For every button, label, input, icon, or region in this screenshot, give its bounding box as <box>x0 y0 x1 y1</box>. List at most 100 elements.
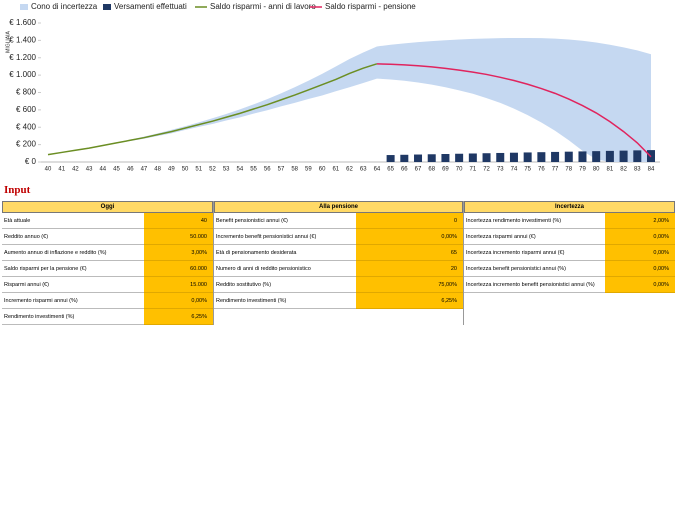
x-tick-label: 41 <box>58 167 65 173</box>
table-row: Incertezza rendimento investimenti (%) 2,… <box>464 213 675 229</box>
legend-label: Versamenti effettuati <box>114 2 187 11</box>
bar <box>414 154 423 162</box>
x-tick-label: 46 <box>127 167 134 173</box>
table-row: Età di pensionamento desiderata 65 <box>214 245 463 261</box>
row-value: 0,00% <box>605 261 675 277</box>
section-header: Oggi <box>2 201 213 213</box>
x-tick-label: 48 <box>154 167 161 173</box>
y-tick-label: € 400 <box>16 122 37 131</box>
x-tick-label: 47 <box>141 167 148 173</box>
x-tick-label: 42 <box>72 167 79 173</box>
bar <box>400 154 409 162</box>
x-tick-label: 66 <box>401 167 408 173</box>
y-tick-label: € 800 <box>16 88 37 97</box>
bar <box>633 150 642 162</box>
row-label: Risparmi annui (€) <box>2 277 144 293</box>
x-tick-label: 59 <box>305 167 312 173</box>
uncertainty-band <box>48 37 651 162</box>
x-tick-label: 80 <box>593 167 600 173</box>
section: Incertezza Incertezza rendimento investim… <box>464 201 675 325</box>
x-tick-label: 73 <box>497 167 504 173</box>
y-tick-label: € 1.400 <box>9 35 36 44</box>
section-header: Alla pensione <box>214 201 463 213</box>
row-label: Reddito annuo (€) <box>2 229 144 245</box>
bar <box>427 154 436 162</box>
row-label: Saldo risparmi per la pensione (€) <box>2 261 144 277</box>
x-tick-label: 52 <box>209 167 216 173</box>
row-value: 60.000 <box>144 261 213 277</box>
table-row: Saldo risparmi per la pensione (€) 60.000 <box>2 261 213 277</box>
x-tick-label: 75 <box>524 167 531 173</box>
y-tick-label: € 0 <box>25 157 37 166</box>
y-axis-label: MIGLIAIA <box>5 31 11 53</box>
row-label: Incertezza incremento risparmi annui (€) <box>464 245 605 261</box>
row-label: Aumento annuo di inflazione e reddito (%… <box>2 245 144 261</box>
x-tick-label: 62 <box>346 167 353 173</box>
x-tick-label: 68 <box>428 167 435 173</box>
line <box>47 63 378 156</box>
row-value: 65 <box>356 245 463 261</box>
row-value: 6,25% <box>144 309 213 325</box>
x-tick-label: 40 <box>45 167 52 173</box>
row-value: 15.000 <box>144 277 213 293</box>
input-tables: Oggi Età attuale 40 Reddito annuo (€) 50.000… <box>2 201 675 325</box>
bar <box>578 151 587 162</box>
row-label: Incertezza incremento benefit pensionist… <box>464 277 605 293</box>
x-tick-label: 84 <box>648 167 655 173</box>
x-tick-label: 79 <box>579 167 586 173</box>
x-tick-label: 81 <box>607 167 614 173</box>
row-label: Età di pensionamento desiderata <box>214 245 356 261</box>
row-value: 40 <box>144 213 213 229</box>
y-tick-label: € 200 <box>16 140 37 149</box>
row-value: 20 <box>356 261 463 277</box>
bar <box>537 152 546 162</box>
table-row: Benefit pensionistici annui (€) 0 <box>214 213 463 229</box>
table-row: Rendimento investimenti (%) 6,25% <box>2 309 213 325</box>
x-tick-label: 53 <box>223 167 230 173</box>
bar <box>619 150 628 162</box>
table-row: Incertezza incremento risparmi annui (€)… <box>464 245 675 261</box>
x-tick-label: 58 <box>291 167 298 173</box>
table-row: Numero di anni di reddito pensionistico 2… <box>214 261 463 277</box>
table-row: Incertezza benefit pensionistici annui (… <box>464 261 675 277</box>
row-label: Incertezza risparmi annui (€) <box>464 229 605 245</box>
x-tick-label: 71 <box>469 167 476 173</box>
y-tick-label: € 1.200 <box>9 53 36 62</box>
y-tick-label: € 1.000 <box>9 70 36 79</box>
x-tick-label: 65 <box>387 167 394 173</box>
x-tick-label: 45 <box>113 167 120 173</box>
bar <box>551 151 560 162</box>
x-tick-label: 43 <box>86 167 93 173</box>
x-tick-label: 44 <box>99 167 106 173</box>
legend-swatch <box>20 4 28 10</box>
x-tick-label: 57 <box>278 167 285 173</box>
bar <box>523 152 532 162</box>
chart: MIGLIAIA € 0 € 200 € 400 € 600 € 800 € 1.000 €… <box>5 2 660 173</box>
x-tick-label: 56 <box>264 167 271 173</box>
bar <box>441 154 450 162</box>
x-tick-label: 64 <box>374 167 381 173</box>
y-tick-label: € 600 <box>16 105 37 114</box>
bar <box>605 150 614 162</box>
x-tick-label: 50 <box>182 167 189 173</box>
row-label: Incremento benefit pensionistici annui (… <box>214 229 356 245</box>
row-value: 0,00% <box>605 245 675 261</box>
bar <box>468 153 477 162</box>
row-label: Reddito sostitutivo (%) <box>214 277 356 293</box>
row-value: 0,00% <box>605 229 675 245</box>
table-row: Reddito annuo (€) 50.000 <box>2 229 213 245</box>
table-row: Rendimento investimenti (%) 6,25% <box>214 293 463 309</box>
bar <box>509 152 518 162</box>
section-header: Incertezza <box>464 201 675 213</box>
row-label: Incertezza rendimento investimenti (%) <box>464 213 605 229</box>
x-tick-label: 70 <box>456 167 463 173</box>
section: Alla pensione Benefit pensionistici annui… <box>214 201 464 325</box>
table-row: Incremento benefit pensionistici annui (… <box>214 229 463 245</box>
row-value: 0,00% <box>144 293 213 309</box>
x-tick-label: 76 <box>538 167 545 173</box>
row-value: 50.000 <box>144 229 213 245</box>
bar <box>592 151 601 162</box>
x-tick-label: 82 <box>620 167 627 173</box>
row-value: 75,00% <box>356 277 463 293</box>
